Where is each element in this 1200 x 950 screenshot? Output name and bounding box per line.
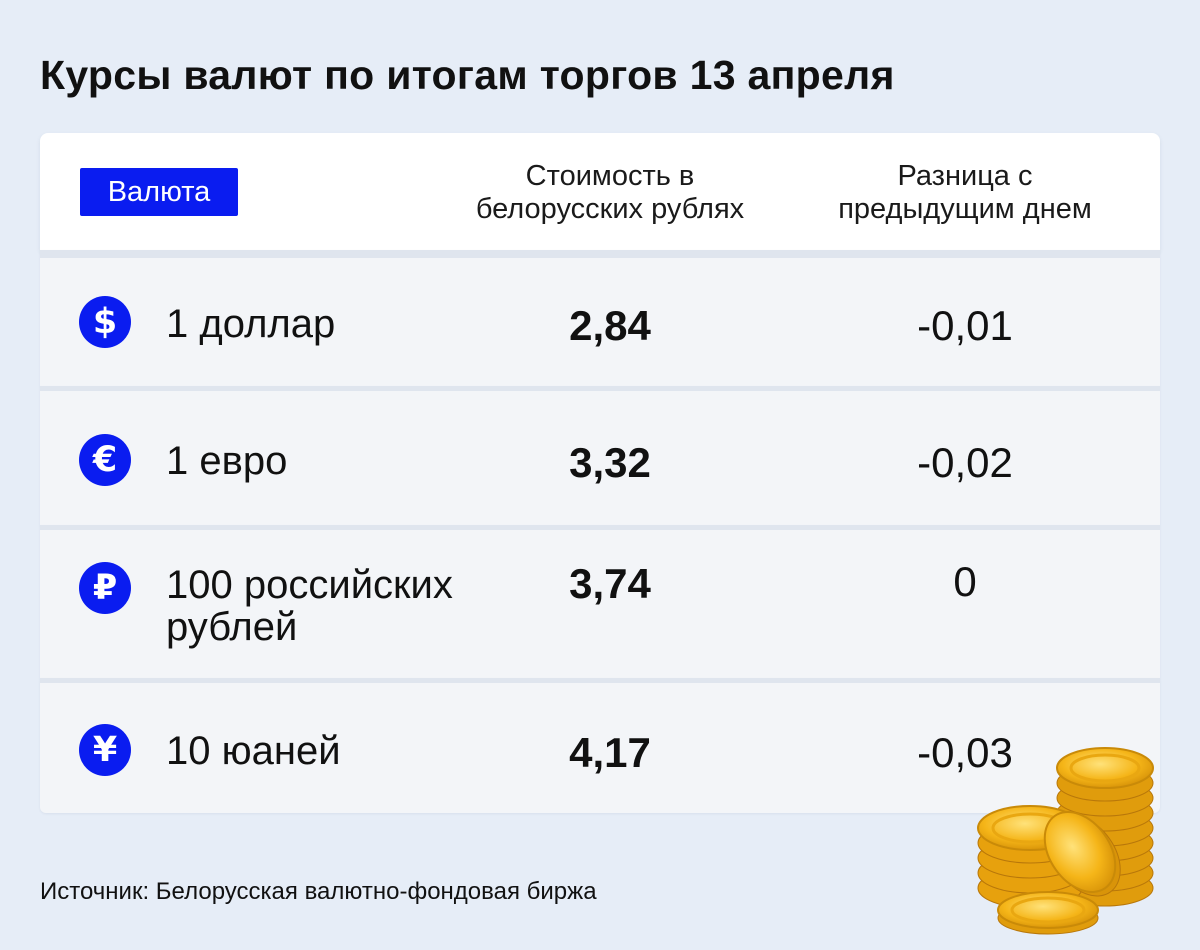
rate-value: 2,84 bbox=[569, 302, 651, 349]
currency-name-line1: 100 российских bbox=[166, 563, 453, 607]
yuan-icon: ¥ bbox=[79, 724, 131, 776]
coins-illustration bbox=[977, 747, 1154, 935]
currency-name: 1 доллар bbox=[166, 302, 336, 346]
value-header-line2: белорусских рублях bbox=[475, 193, 745, 225]
currency-name: 10 юаней bbox=[166, 729, 341, 773]
coin-leaning bbox=[1043, 811, 1121, 897]
currency-name-line2: рублей bbox=[166, 605, 298, 649]
rate-value: 3,74 bbox=[569, 560, 651, 607]
value-header-line1: Стоимость в bbox=[525, 160, 695, 192]
diff-value: -0,01 bbox=[917, 302, 1013, 349]
table-row-euro: € 1 евро 3,32 -0,02 bbox=[40, 386, 1160, 525]
diff-header-line2: предыдущим днем bbox=[838, 193, 1092, 225]
source-note: Источник: Белорусская валютно-фондовая б… bbox=[40, 878, 597, 905]
rate-value: 4,17 bbox=[569, 729, 651, 776]
diff-value: -0,03 bbox=[917, 729, 1013, 776]
currency-column-header: Валюта bbox=[80, 168, 238, 216]
coin-single bbox=[997, 891, 1099, 935]
diff-column-header: Разница с предыдущим днем bbox=[800, 160, 1130, 226]
ruble-icon: ₽ bbox=[79, 562, 131, 614]
diff-value: -0,02 bbox=[917, 439, 1013, 486]
rate-value: 3,32 bbox=[569, 439, 651, 486]
value-column-header: Стоимость в белорусских рублях bbox=[435, 160, 785, 226]
page-title: Курсы валют по итогам торгов 13 апреля bbox=[40, 52, 895, 98]
dollar-icon: $ bbox=[79, 296, 131, 348]
table-row-dollar: $ 1 доллар 2,84 -0,01 bbox=[40, 250, 1160, 386]
exchange-rates-table: Валюта Стоимость в белорусских рублях Ра… bbox=[40, 133, 1160, 813]
table-header: Валюта Стоимость в белорусских рублях Ра… bbox=[40, 133, 1160, 250]
currency-name: 100 российских рублей bbox=[166, 564, 453, 648]
currency-name: 1 евро bbox=[166, 439, 288, 483]
table-row-ruble: ₽ 100 российских рублей 3,74 0 bbox=[40, 525, 1160, 678]
diff-header-line1: Разница с bbox=[897, 160, 1033, 192]
diff-value: 0 bbox=[953, 558, 977, 605]
euro-icon: € bbox=[79, 434, 131, 486]
table-row-yuan: ¥ 10 юаней 4,17 -0,03 bbox=[40, 678, 1160, 813]
